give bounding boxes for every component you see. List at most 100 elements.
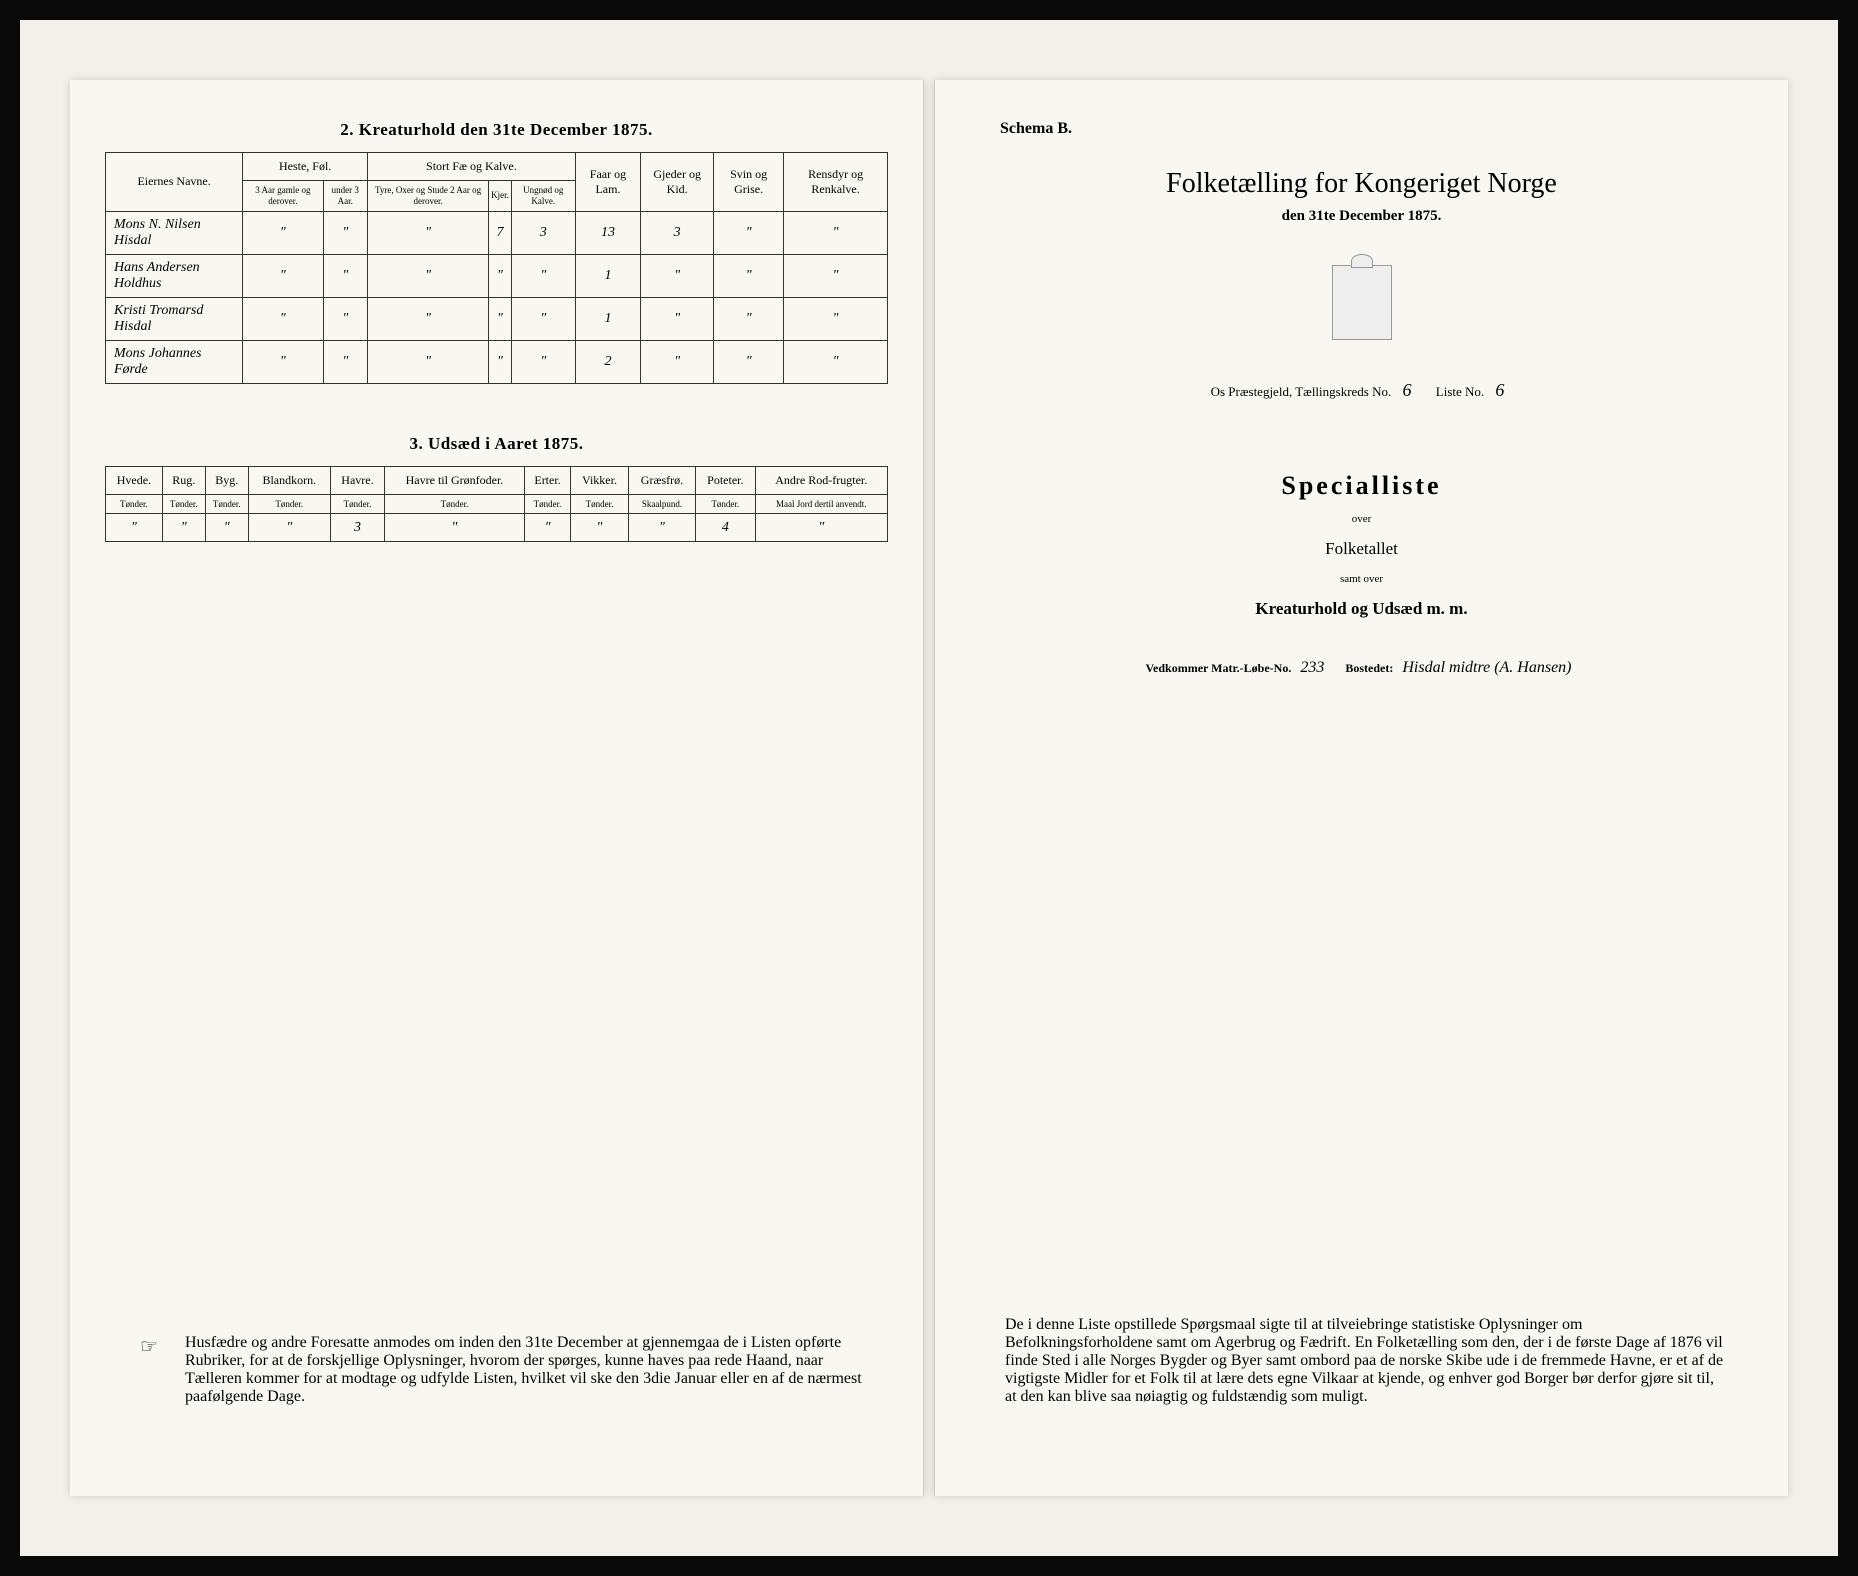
col-faar: Faar og Lam. — [575, 153, 641, 212]
data-cell: " — [784, 340, 888, 383]
col-heste: Heste, Føl. — [243, 153, 368, 181]
data-cell: " — [641, 297, 714, 340]
bostedet: Hisdal midtre (A. Hansen) — [1402, 659, 1571, 676]
seed-col-subheader: Tønder. — [385, 494, 525, 514]
scan-container: 2. Kreaturhold den 31te December 1875. E… — [20, 20, 1838, 1556]
left-footer-text: Husfædre og andre Foresatte anmodes om i… — [185, 1334, 863, 1406]
special-title: Specialliste — [970, 471, 1753, 501]
data-cell: " — [205, 514, 248, 542]
seed-col-header: Blandkorn. — [248, 466, 330, 494]
data-cell: " — [511, 254, 575, 297]
over-label: over — [970, 513, 1753, 525]
data-cell: " — [524, 514, 570, 542]
data-cell: " — [511, 297, 575, 340]
vedkommer-label: Vedkommer Matr.-Løbe-No. — [1145, 661, 1291, 675]
col-heste-sub1: 3 Aar gamle og derover. — [243, 181, 323, 212]
seed-col-subheader: Tønder. — [330, 494, 384, 514]
table-row: Mons Johannes Førde"""""2""" — [106, 340, 888, 383]
data-cell: 1 — [575, 254, 641, 297]
seed-col-subheader: Tønder. — [162, 494, 205, 514]
right-footer-note: De i denne Liste opstillede Spørgsmaal s… — [1005, 1316, 1728, 1406]
district-no: 6 — [1403, 380, 1412, 400]
data-cell: " — [714, 211, 784, 254]
data-cell: 3 — [330, 514, 384, 542]
pointing-hand-icon: ☞ — [140, 1334, 170, 1359]
seed-col-subheader: Skaalpund. — [628, 494, 695, 514]
data-cell: " — [714, 297, 784, 340]
data-cell: " — [323, 340, 368, 383]
district-line: Os Præstegjeld, Tællingskreds No. 6 List… — [970, 380, 1753, 401]
section2-title: 2. Kreaturhold den 31te December 1875. — [105, 120, 888, 140]
seed-table: Hvede.Rug.Byg.Blandkorn.Havre.Havre til … — [105, 466, 888, 543]
data-cell: " — [784, 254, 888, 297]
data-cell: " — [243, 297, 323, 340]
seed-col-header: Byg. — [205, 466, 248, 494]
col-rensdyr: Rensdyr og Renkalve. — [784, 153, 888, 212]
data-cell: 13 — [575, 211, 641, 254]
bostedet-label: Bostedet: — [1345, 661, 1393, 675]
owner-name: Hans Andersen Holdhus — [106, 254, 243, 297]
data-cell: " — [323, 254, 368, 297]
schema-label: Schema B. — [1000, 120, 1753, 138]
seed-col-subheader: Tønder. — [106, 494, 163, 514]
owner-name: Mons Johannes Førde — [106, 340, 243, 383]
col-storfae-sub3: Ungnød og Kalve. — [511, 181, 575, 212]
data-cell: " — [368, 211, 489, 254]
data-cell: " — [368, 254, 489, 297]
data-cell: 2 — [575, 340, 641, 383]
seed-col-subheader: Maal Jord dertil anvendt. — [755, 494, 887, 514]
data-cell: 4 — [696, 514, 755, 542]
data-cell: " — [784, 297, 888, 340]
data-cell: " — [248, 514, 330, 542]
data-cell: " — [784, 211, 888, 254]
samt-over: samt over — [970, 573, 1753, 585]
col-name: Eiernes Navne. — [106, 153, 243, 212]
data-cell: " — [641, 340, 714, 383]
vedkommer-line: Vedkommer Matr.-Løbe-No. 233 Bostedet: H… — [970, 659, 1753, 677]
data-cell: 1 — [575, 297, 641, 340]
col-storfae-sub1: Tyre, Oxer og Stude 2 Aar og derover. — [368, 181, 489, 212]
seed-col-header: Græsfrø. — [628, 466, 695, 494]
main-title: Folketælling for Kongeriget Norge — [970, 168, 1753, 200]
col-storfae: Stort Fæ og Kalve. — [368, 153, 576, 181]
seed-col-subheader: Tønder. — [205, 494, 248, 514]
seed-col-subheader: Tønder. — [248, 494, 330, 514]
liste-label: Liste No. — [1436, 384, 1484, 399]
table-row: Kristi Tromarsd Hisdal"""""1""" — [106, 297, 888, 340]
seed-col-header: Havre. — [330, 466, 384, 494]
data-cell: " — [243, 340, 323, 383]
seed-col-subheader: Tønder. — [696, 494, 755, 514]
data-cell: " — [489, 254, 512, 297]
col-heste-sub2: under 3 Aar. — [323, 181, 368, 212]
seed-col-subheader: Tønder. — [571, 494, 629, 514]
seed-col-header: Vikker. — [571, 466, 629, 494]
data-cell: " — [628, 514, 695, 542]
seed-col-header: Hvede. — [106, 466, 163, 494]
subtitle: den 31te December 1875. — [970, 208, 1753, 225]
data-cell: " — [489, 297, 512, 340]
data-cell: " — [755, 514, 887, 542]
data-cell: " — [243, 254, 323, 297]
table-row: Hans Andersen Holdhus"""""1""" — [106, 254, 888, 297]
data-cell: " — [489, 340, 512, 383]
liste-no: 6 — [1495, 380, 1504, 400]
district-prefix: Os Præstegjeld, Tællingskreds No. — [1211, 384, 1392, 399]
data-cell: " — [323, 297, 368, 340]
left-footer-note: ☞ Husfædre og andre Foresatte anmodes om… — [140, 1334, 863, 1406]
data-cell: " — [368, 340, 489, 383]
data-cell: " — [641, 254, 714, 297]
col-svin: Svin og Grise. — [714, 153, 784, 212]
matr-no: 233 — [1300, 659, 1324, 676]
data-cell: " — [385, 514, 525, 542]
owner-name: Mons N. Nilsen Hisdal — [106, 211, 243, 254]
data-cell: " — [571, 514, 629, 542]
seed-col-header: Havre til Grønfoder. — [385, 466, 525, 494]
kreatur-line: Kreaturhold og Udsæd m. m. — [970, 599, 1753, 619]
data-cell: " — [323, 211, 368, 254]
data-cell: " — [511, 340, 575, 383]
seed-col-header: Poteter. — [696, 466, 755, 494]
coat-of-arms-icon — [1332, 265, 1392, 340]
seed-col-header: Rug. — [162, 466, 205, 494]
section3-title: 3. Udsæd i Aaret 1875. — [105, 434, 888, 454]
right-page: Schema B. Folketælling for Kongeriget No… — [934, 80, 1788, 1496]
